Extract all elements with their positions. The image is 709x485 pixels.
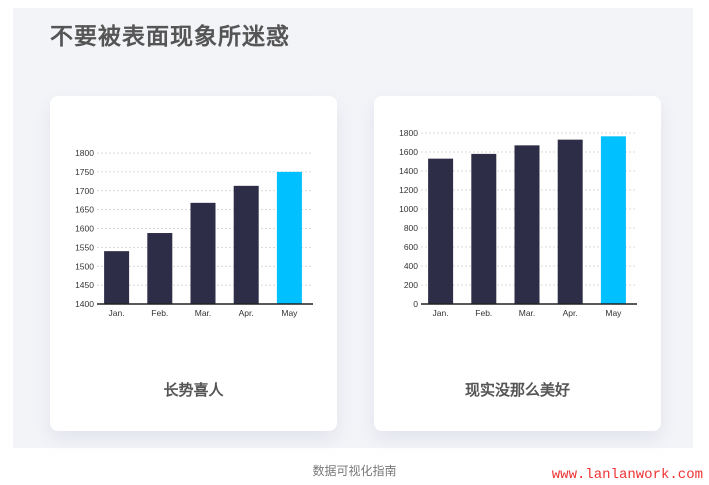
y-tick-label: 1400 [399,166,418,176]
y-tick-label: 1550 [75,242,94,252]
bar-may [600,136,626,304]
bar-chart-truncated-axis: 1400 1450 1500 1550 1600 1650 1700 1750 1800 Jan.… [75,148,313,318]
y-tick-label: 0 [413,299,418,309]
bar-jan [428,158,454,304]
x-tick-label: Feb. [475,308,492,318]
y-tick-label: 400 [404,261,418,271]
x-tick-label: Jan. [433,308,449,318]
bar-apr [557,139,583,304]
y-tick-label: 1200 [399,185,418,195]
y-tick-label: 1450 [75,280,94,290]
y-tick-label: 1600 [75,224,94,234]
x-tick-label: Feb. [151,308,168,318]
y-tick-label: 1750 [75,167,94,177]
y-tick-label: 800 [404,223,418,233]
bar-feb [471,153,497,304]
y-tick-label: 1800 [75,148,94,158]
page-title: 不要被表面现象所迷惑 [50,24,290,50]
x-tick-label: Mar. [519,308,536,318]
y-tick-label: 1600 [399,147,418,157]
y-tick-label: 1500 [75,261,94,271]
chart-caption: 现实没那么美好 [464,381,570,399]
y-tick-label: 1000 [399,204,418,214]
y-tick-label: 1700 [75,186,94,196]
chart-card-reality: 0 200 400 600 800 1000 1200 1400 1600 1800 Jan. Feb… [374,96,661,431]
x-tick-label: May [281,308,298,318]
chart-card-growth: 1400 1450 1500 1550 1600 1650 1700 1750 1800 Jan.… [50,96,337,431]
x-tick-label: Apr. [563,308,578,318]
y-tick-label: 1650 [75,205,94,215]
watermark: www.lanlanwork.com [551,467,703,483]
bar-apr [233,185,259,304]
bar-mar [514,145,540,304]
bar-chart-full-axis: 0 200 400 600 800 1000 1200 1400 1600 1800 Jan. Feb… [399,128,637,318]
x-tick-label: May [605,308,622,318]
bar-may [276,171,302,304]
x-tick-label: Apr. [239,308,254,318]
chart-caption: 长势喜人 [163,381,224,399]
x-tick-label: Mar. [195,308,212,318]
bar-mar [190,202,216,304]
y-tick-label: 600 [404,242,418,252]
bar-jan [104,251,130,304]
x-tick-label: Jan. [109,308,125,318]
y-tick-label: 1400 [75,299,94,309]
bar-feb [147,233,173,304]
footer-caption: 数据可视化指南 [312,464,397,478]
y-tick-label: 200 [404,280,418,290]
y-tick-label: 1800 [399,128,418,138]
